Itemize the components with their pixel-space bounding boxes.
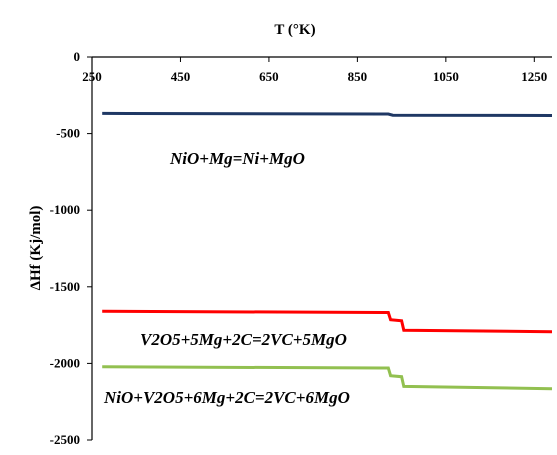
tick-group: 250 450 650 850 1050 1250 0 -500 -1000 -1500 -2000…: [50, 49, 548, 447]
annotation-group: NiO+Mg=Ni+MgO V2O5+5Mg+2C=2VC+5MgO NiO+V2O…: [103, 149, 350, 407]
series-label-2: V2O5+5Mg+2C=2VC+5MgO: [140, 330, 347, 349]
x-tick-label: 450: [171, 69, 191, 84]
y-tick-label: 0: [74, 49, 81, 64]
series-line-3: [102, 365, 553, 391]
series-label-3: NiO+V2O5+6Mg+2C=2VC+6MgO: [103, 388, 350, 407]
y-tick-label: -1500: [50, 279, 80, 294]
x-tick-label: 650: [259, 69, 279, 84]
x-tick-label: 1050: [433, 69, 459, 84]
y-tick-label: -1000: [50, 202, 80, 217]
y-tick-label: -2000: [50, 355, 80, 370]
series-label-1: NiO+Mg=Ni+MgO: [169, 149, 305, 168]
x-axis-title: T (°K): [274, 22, 315, 38]
axes-group: [91, 56, 552, 440]
y-tick-label: -500: [56, 126, 80, 141]
series-line-1: [102, 111, 553, 117]
x-tick-label: 1250: [521, 69, 547, 84]
x-tick-label: 250: [82, 69, 102, 84]
series-group: [102, 111, 553, 391]
series-line-2: [102, 309, 553, 334]
y-tick-label: -2500: [50, 432, 80, 447]
x-tick-label: 850: [348, 69, 368, 84]
y-axis-title: ΔHf (Kj/mol): [28, 206, 44, 291]
